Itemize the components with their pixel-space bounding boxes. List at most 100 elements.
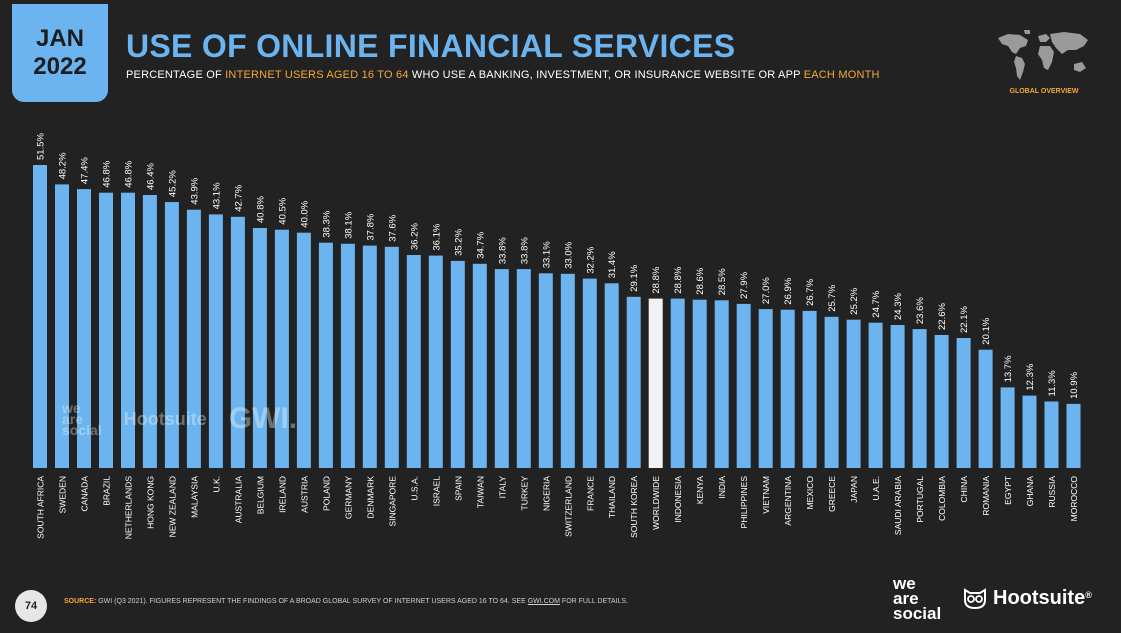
category-label: NEW ZEALAND: [167, 476, 177, 537]
bar-saudi-arabia: [890, 325, 905, 468]
category-label: THAILAND: [607, 476, 617, 518]
category-label: BRAZIL: [102, 476, 112, 506]
value-label: 43.9%: [189, 177, 200, 204]
value-label: 37.8%: [365, 213, 376, 240]
badge-month: JAN: [35, 25, 84, 52]
source-end: FOR FULL DETAILS.: [559, 598, 629, 605]
bar-germany: [340, 243, 355, 468]
category-label: SPAIN: [453, 476, 463, 501]
value-label: 29.1%: [629, 264, 640, 291]
value-label: 27.9%: [739, 271, 750, 298]
bar-spain: [450, 260, 465, 468]
value-label: 13.7%: [1003, 355, 1014, 382]
bar-taiwan: [472, 263, 487, 468]
category-label: ARGENTINA: [783, 476, 793, 526]
category-label: U.K.: [211, 476, 221, 493]
value-label: 24.3%: [893, 293, 904, 320]
registered-mark: ®: [1085, 590, 1092, 600]
bar-canada: [77, 189, 91, 468]
source-text: GWI (Q3 2021). FIGURES REPRESENT THE FIN…: [96, 598, 528, 605]
bar-italy: [494, 269, 509, 468]
value-label: 24.7%: [871, 290, 882, 317]
category-label: GERMANY: [343, 476, 353, 519]
category-label: ISRAEL: [431, 476, 441, 507]
bar-mexico: [802, 310, 817, 468]
global-overview-label: GLOBAL OVERVIEW: [1009, 88, 1079, 95]
value-label: 11.3%: [1047, 370, 1058, 397]
subtitle-part-4: EACH MONTH: [803, 69, 880, 81]
category-label: WORLDWIDE: [651, 476, 661, 530]
value-label: 43.1%: [211, 182, 222, 209]
bar-philippines: [736, 303, 751, 468]
we-are-social-logo: we are social: [893, 574, 942, 623]
bar-brazil: [99, 192, 113, 468]
bar-russia: [1044, 401, 1059, 468]
bar-vietnam: [758, 309, 773, 468]
source-label: SOURCE:: [64, 598, 97, 605]
global-overview: GLOBAL OVERVIEW: [994, 28, 1094, 100]
category-label: SOUTH KOREA: [629, 476, 639, 538]
bar-switzerland: [560, 273, 575, 468]
subtitle-part-2: INTERNET USERS AGED 16 TO 64: [225, 69, 409, 81]
hootsuite-logo: Hootsuite ®: [962, 586, 1092, 610]
bar-belgium: [252, 228, 267, 468]
value-label: 46.8%: [102, 160, 113, 187]
value-label: 46.4%: [145, 163, 156, 190]
category-label: JAPAN: [849, 476, 859, 503]
value-label: 42.7%: [233, 184, 244, 211]
bar-thailand: [604, 283, 619, 468]
category-label: HONG KONG: [145, 476, 155, 529]
page-title: USE OF ONLINE FINANCIAL SERVICES: [126, 28, 736, 64]
value-label: 38.1%: [343, 211, 354, 238]
category-label: PORTUGAL: [915, 476, 925, 523]
category-label: SINGAPORE: [387, 476, 397, 527]
bar-new-zealand: [164, 202, 179, 468]
category-label: COLOMBIA: [937, 476, 947, 521]
category-label: MOROCCO: [1069, 476, 1079, 522]
value-label: 25.7%: [827, 284, 838, 311]
page-number: 74: [15, 590, 47, 622]
bar-u-s-a: [406, 255, 421, 468]
value-label: 36.1%: [431, 223, 442, 250]
value-label: 26.9%: [783, 277, 794, 304]
category-label: MALAYSIA: [189, 476, 199, 518]
bar-france: [582, 278, 597, 468]
value-label: 31.4%: [607, 251, 618, 278]
value-label: 25.2%: [849, 287, 860, 314]
value-label: 36.2%: [409, 223, 420, 250]
category-label: NIGERIA: [541, 476, 551, 511]
bar-malaysia: [186, 209, 201, 468]
bar-israel: [428, 255, 443, 468]
subtitle-part-3: WHO USE A BANKING, INVESTMENT, OR INSURA…: [408, 69, 804, 81]
value-label: 40.8%: [255, 196, 266, 223]
bar-morocco: [1066, 403, 1081, 468]
source-note: SOURCE: GWI (Q3 2021). FIGURES REPRESENT…: [64, 598, 628, 605]
source-link[interactable]: GWI.COM: [527, 598, 560, 605]
category-label: GREECE: [827, 476, 837, 512]
bar-greece: [824, 316, 839, 468]
bar-hong-kong: [142, 195, 157, 468]
bar-poland: [318, 242, 333, 468]
bar-japan: [846, 319, 861, 468]
bar-singapore: [384, 246, 399, 468]
category-label: NETHERLANDS: [124, 476, 134, 540]
category-label: MEXICO: [805, 476, 815, 510]
value-label: 28.6%: [695, 267, 706, 294]
value-label: 48.2%: [58, 152, 69, 179]
owl-icon: [964, 588, 986, 610]
category-label: U.S.A.: [409, 476, 419, 501]
value-label: 22.1%: [959, 306, 970, 333]
bar-indonesia: [670, 298, 685, 468]
category-label: IRELAND: [277, 476, 287, 513]
category-label: RUSSIA: [1047, 476, 1057, 508]
badge-year: 2022: [33, 53, 87, 80]
category-label: SOUTH AFRICA: [36, 476, 46, 539]
bar-austria: [296, 232, 311, 468]
category-label: TAIWAN: [475, 476, 485, 508]
category-label: INDIA: [717, 476, 727, 499]
value-label: 51.5%: [36, 133, 47, 160]
value-label: 26.7%: [805, 278, 816, 305]
bar-romania: [978, 349, 993, 468]
value-label: 10.9%: [1069, 371, 1080, 398]
category-label: FRANCE: [585, 476, 595, 511]
